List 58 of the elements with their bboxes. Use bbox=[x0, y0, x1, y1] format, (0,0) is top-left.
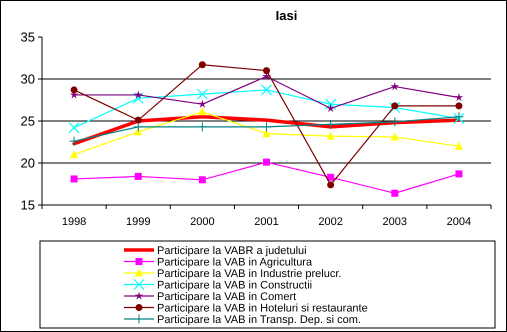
chart-title: Iasi bbox=[276, 8, 298, 23]
legend-label: Participare la VAB in Agricultura bbox=[157, 256, 313, 268]
point bbox=[391, 102, 398, 110]
x-tick-label: 1998 bbox=[62, 216, 86, 228]
point bbox=[133, 122, 144, 132]
x-tick-label: 2001 bbox=[254, 216, 279, 228]
point bbox=[198, 100, 207, 108]
point bbox=[327, 174, 334, 181]
legend-label: Participare la VAB in Constructii bbox=[157, 280, 312, 292]
point bbox=[327, 181, 334, 188]
point bbox=[70, 175, 78, 182]
point bbox=[196, 88, 208, 100]
point bbox=[454, 92, 464, 102]
point bbox=[390, 116, 400, 127]
point bbox=[70, 150, 78, 158]
point bbox=[197, 122, 208, 132]
point bbox=[262, 122, 272, 132]
point bbox=[325, 98, 336, 110]
legend-label: Participare la VAB in Industrie prelucr. bbox=[157, 268, 342, 280]
point bbox=[391, 190, 398, 197]
legend-label: Participare la VAB in Comert bbox=[157, 291, 296, 303]
point bbox=[69, 136, 80, 146]
point bbox=[70, 86, 78, 94]
x-tick-label: 2000 bbox=[190, 216, 215, 228]
point bbox=[68, 122, 80, 134]
x-tick-label: 2003 bbox=[382, 216, 408, 228]
legend-label: Participare la VABR a judetului bbox=[157, 245, 307, 257]
legend-label: Participare la VAB in Transp. Dep. si com. bbox=[157, 314, 361, 326]
point bbox=[455, 102, 462, 110]
point bbox=[132, 92, 144, 104]
x-tick-label: 1999 bbox=[126, 216, 150, 228]
y-tick-label: 30 bbox=[20, 72, 35, 86]
point bbox=[263, 158, 270, 166]
point bbox=[390, 132, 399, 140]
point bbox=[454, 112, 464, 122]
point bbox=[262, 129, 270, 138]
point bbox=[134, 116, 142, 124]
point bbox=[390, 82, 400, 90]
point bbox=[326, 119, 336, 130]
point bbox=[198, 61, 206, 68]
point bbox=[134, 172, 142, 180]
y-tick-label: 20 bbox=[20, 156, 35, 170]
point bbox=[198, 107, 206, 116]
point bbox=[326, 132, 335, 140]
point bbox=[453, 112, 465, 124]
x-tick-label: 2002 bbox=[318, 216, 343, 228]
point bbox=[454, 142, 463, 150]
point bbox=[455, 170, 462, 178]
point bbox=[389, 102, 400, 114]
point bbox=[263, 67, 270, 74]
y-tick-label: 25 bbox=[20, 114, 35, 128]
point bbox=[260, 84, 272, 96]
legend-label: Participare la VAB in Hoteluri si restaurante bbox=[157, 302, 368, 314]
y-tick-label: 15 bbox=[20, 198, 35, 212]
point bbox=[134, 90, 142, 99]
point bbox=[198, 176, 206, 184]
y-tick-label: 35 bbox=[20, 30, 35, 44]
x-tick-label: 2004 bbox=[446, 216, 472, 228]
